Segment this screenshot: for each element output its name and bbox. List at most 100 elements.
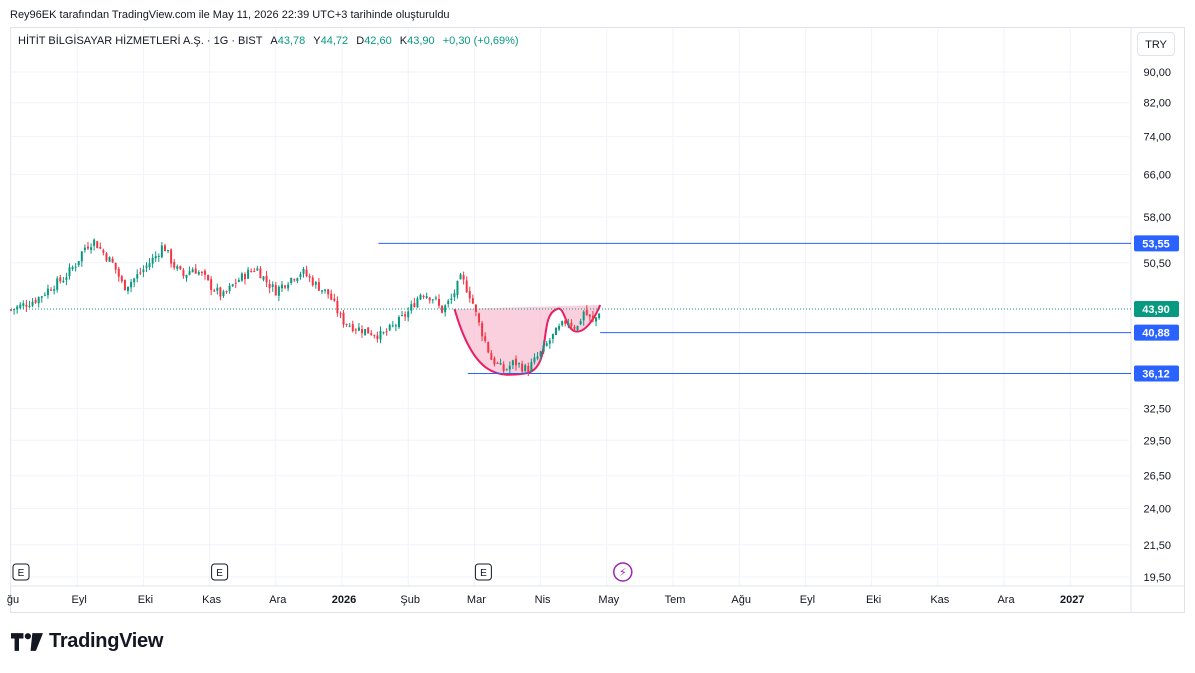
earnings-event-icon xyxy=(211,563,229,581)
price-tick-label: 19,50 xyxy=(1143,572,1171,584)
candle-body xyxy=(530,362,533,372)
candle-body xyxy=(22,303,25,306)
candle-body xyxy=(83,247,86,251)
candle-body xyxy=(524,365,527,372)
dividend-event-icon xyxy=(613,562,633,582)
candle-body xyxy=(391,325,394,327)
open-label: A xyxy=(270,35,278,47)
candle-body xyxy=(148,263,151,268)
candle-body xyxy=(305,269,308,276)
tradingview-logo-text: TradingView xyxy=(49,630,164,652)
candle-body xyxy=(419,294,422,300)
symbol-name: HİTİT BİLGİSAYAR HİZMETLERİ A.Ş. · 1G · … xyxy=(18,35,263,47)
candle-body xyxy=(585,309,588,316)
close-label: K xyxy=(399,35,408,47)
candle-body xyxy=(102,250,105,253)
candle-body xyxy=(151,257,154,264)
candle-body xyxy=(514,358,517,366)
candle-body xyxy=(561,321,564,326)
candle-body xyxy=(185,274,188,278)
candle-body xyxy=(437,299,440,306)
candle-body xyxy=(425,296,428,299)
open-value: 43,78 xyxy=(277,35,306,47)
candle-body xyxy=(588,314,591,317)
candle-body xyxy=(508,365,511,370)
candle-body xyxy=(256,268,259,271)
time-tick-label: Ara xyxy=(997,594,1015,606)
candle-body xyxy=(468,291,471,299)
candle-body xyxy=(459,274,462,280)
candle-body xyxy=(505,369,508,371)
price-tick-label: 82,00 xyxy=(1143,98,1171,110)
candle-body xyxy=(200,272,203,274)
symbol-legend: HİTİT BİLGİSAYAR HİZMETLERİ A.Ş. · 1G · … xyxy=(18,35,519,47)
currency-button[interactable]: TRY xyxy=(1137,32,1175,56)
candle-body xyxy=(416,298,419,308)
candle-body xyxy=(373,335,376,337)
low-value: 42,60 xyxy=(364,35,392,47)
candle-body xyxy=(320,290,323,292)
time-tick-label: Ağu xyxy=(731,594,751,606)
candle-body xyxy=(86,246,89,249)
earnings-event-label: E xyxy=(216,568,223,579)
candle-body xyxy=(570,322,573,326)
candle-body xyxy=(170,249,173,264)
candle-body xyxy=(176,266,179,269)
candle-body xyxy=(262,276,265,280)
time-tick-label: Kas xyxy=(930,594,949,606)
candle-body xyxy=(259,268,262,279)
earnings-event-icon xyxy=(12,563,30,581)
candle-body xyxy=(74,266,77,268)
candle-body xyxy=(422,296,425,298)
time-tick-label: Ara xyxy=(269,594,287,606)
price-tick-label: 58,00 xyxy=(1143,212,1171,224)
candle-body xyxy=(367,327,370,334)
earnings-event-icon xyxy=(474,563,492,581)
candle-body xyxy=(71,267,74,270)
candle-body xyxy=(99,246,102,249)
candle-body xyxy=(379,331,382,340)
candle-body xyxy=(558,326,561,330)
candle-body xyxy=(582,311,585,321)
candle-body xyxy=(225,291,228,293)
candle-body xyxy=(299,274,302,277)
high-value: 44,72 xyxy=(320,35,349,47)
level-price-label: 40,88 xyxy=(1142,328,1170,340)
candle-body xyxy=(545,343,548,346)
price-tick-label: 32,50 xyxy=(1143,403,1171,415)
time-tick-label: 2026 xyxy=(332,594,356,606)
candle-body xyxy=(271,284,274,287)
candle-body xyxy=(114,262,117,270)
candle-body xyxy=(518,363,521,365)
candle-body xyxy=(453,293,456,298)
candle-body xyxy=(370,333,373,336)
candle-body xyxy=(536,356,539,359)
candle-body xyxy=(302,268,305,274)
candle-body xyxy=(46,288,49,296)
level-price-badge xyxy=(1134,365,1179,382)
candle-body xyxy=(163,245,166,252)
candle-body xyxy=(496,362,499,364)
candle-body xyxy=(50,289,53,291)
candle-body xyxy=(474,304,477,312)
time-tick-label: Eki xyxy=(138,594,153,606)
candle-body xyxy=(56,278,59,290)
candle-body xyxy=(43,294,46,296)
candle-body xyxy=(382,332,385,334)
candle-body xyxy=(34,299,37,303)
candle-body xyxy=(314,281,317,285)
candle-body xyxy=(207,274,210,280)
candle-body xyxy=(250,270,253,272)
price-tick-label: 66,00 xyxy=(1143,169,1171,181)
candle-body xyxy=(197,271,200,275)
candle-body xyxy=(447,300,450,305)
low-label: D xyxy=(356,35,365,47)
candle-body xyxy=(191,269,194,273)
cup-arc xyxy=(453,304,602,376)
candle-body xyxy=(444,305,447,313)
candle-body xyxy=(160,245,163,258)
candle-body xyxy=(277,286,280,296)
candle-body xyxy=(576,325,579,330)
candle-body xyxy=(376,335,379,339)
